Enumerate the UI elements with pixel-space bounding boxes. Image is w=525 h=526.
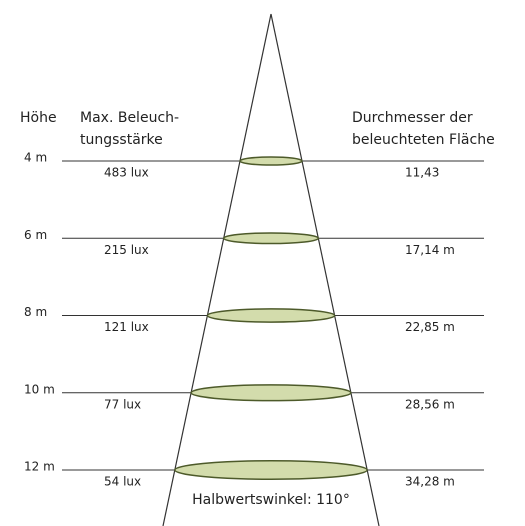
- light-spot: [239, 156, 303, 166]
- height-label: 12 m: [24, 460, 55, 474]
- diameter-label: 28,56 m: [405, 397, 455, 411]
- header-height: Höhe: [20, 110, 57, 126]
- light-spot: [174, 460, 368, 480]
- light-spot: [206, 308, 336, 323]
- illuminance-label: 77 lux: [104, 397, 141, 411]
- cone-edge: [162, 13, 272, 526]
- cone-edge: [270, 13, 380, 526]
- header-diameter: beleuchteten Fläche: [352, 132, 495, 148]
- illuminance-label: 54 lux: [104, 475, 141, 489]
- illuminance-label: 483 lux: [104, 166, 149, 180]
- footer-label: Halbwertswinkel: 110°: [192, 492, 350, 508]
- illuminance-label: 215 lux: [104, 243, 149, 257]
- header-diameter: Durchmesser der: [352, 110, 473, 126]
- header-illuminance: Max. Beleuch-: [80, 110, 179, 126]
- height-label: 10 m: [24, 382, 55, 396]
- header-illuminance: tungsstärke: [80, 132, 163, 148]
- light-spot: [222, 232, 320, 245]
- height-label: 8 m: [24, 305, 47, 319]
- height-label: 6 m: [24, 228, 47, 242]
- diameter-label: 17,14 m: [405, 243, 455, 257]
- diameter-label: 11,43: [405, 166, 439, 180]
- illuminance-label: 121 lux: [104, 320, 149, 334]
- diameter-label: 22,85 m: [405, 320, 455, 334]
- diameter-label: 34,28 m: [405, 475, 455, 489]
- height-label: 4 m: [24, 151, 47, 165]
- light-spot: [190, 384, 352, 402]
